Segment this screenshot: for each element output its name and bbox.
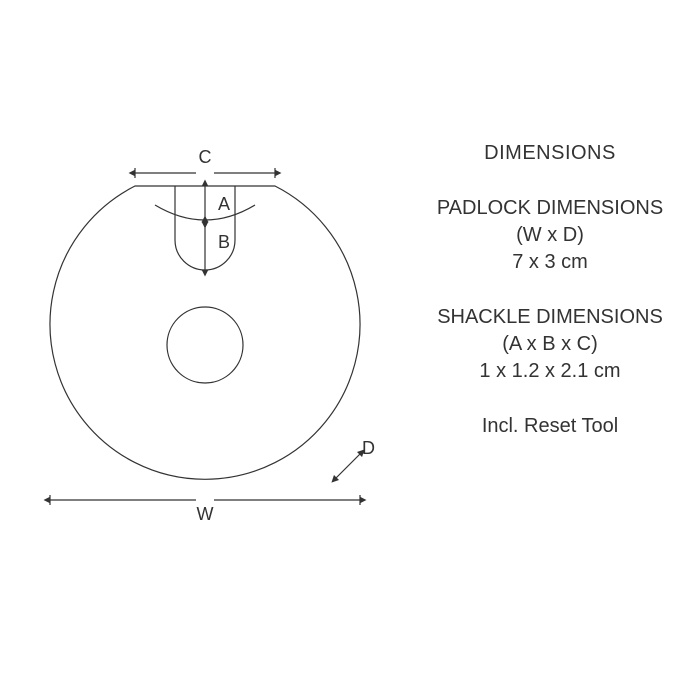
note: Incl. Reset Tool — [420, 413, 680, 440]
info-panel: DIMENSIONS PADLOCK DIMENSIONS (W x D) 7 … — [420, 140, 680, 468]
padlock-value: 7 x 3 cm — [420, 249, 680, 276]
shackle-value: 1 x 1.2 x 2.1 cm — [420, 358, 680, 385]
padlock-heading: PADLOCK DIMENSIONS — [420, 195, 680, 222]
shackle-sub: (A x B x C) — [420, 331, 680, 358]
dim-label-C: C — [199, 147, 212, 167]
dimension-diagram: AB C W D DIMENSIONS PADLOCK DIMENSIONS (W x… — [0, 0, 700, 700]
dim-label-B: B — [218, 232, 230, 252]
padlock-sub: (W x D) — [420, 222, 680, 249]
main-title: DIMENSIONS — [420, 140, 680, 167]
dim-label-A: A — [218, 194, 230, 214]
dim-label-D: D — [362, 438, 375, 458]
shackle-heading: SHACKLE DIMENSIONS — [420, 304, 680, 331]
dim-label-W: W — [197, 504, 214, 524]
